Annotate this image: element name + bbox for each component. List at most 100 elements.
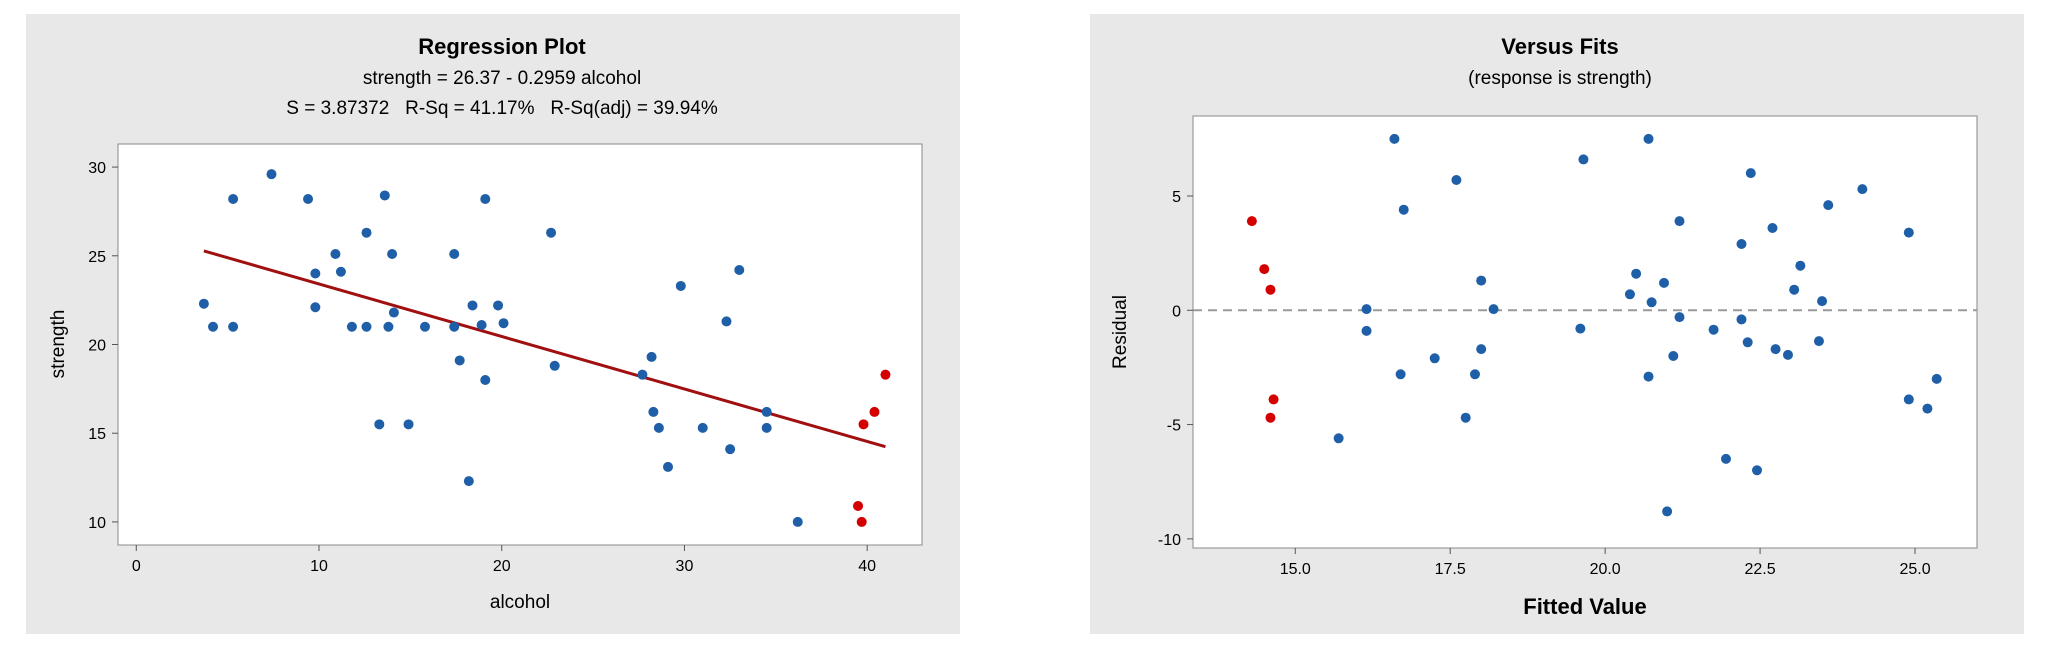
x-tick-label: 40 — [858, 558, 876, 575]
data-point — [1674, 216, 1685, 227]
data-point — [374, 419, 385, 430]
x-tick-label: 20.0 — [1590, 561, 1621, 578]
data-point — [1789, 284, 1800, 295]
data-point — [1751, 465, 1762, 476]
regression-equation: strength = 26.37 - 0.2959 alcohol — [363, 68, 641, 89]
data-point — [1476, 344, 1487, 355]
data-point — [335, 266, 346, 277]
data-point — [198, 298, 209, 309]
data-point — [449, 249, 460, 260]
data-point — [387, 249, 398, 260]
data-point — [266, 169, 277, 180]
data-point — [1575, 323, 1586, 334]
data-point — [403, 419, 414, 430]
versus-fits-panel: Versus Fits (response is strength) 15.0 1… — [1090, 14, 2024, 634]
data-point — [346, 321, 357, 332]
data-point — [303, 194, 314, 205]
plot-area — [1192, 115, 1978, 549]
data-point — [228, 194, 239, 205]
data-point — [1922, 403, 1933, 414]
data-point — [1903, 227, 1914, 238]
data-point — [1361, 304, 1372, 315]
highlighted-data-point — [856, 516, 867, 527]
x-tick-label: 15.0 — [1280, 561, 1311, 578]
data-point — [1643, 371, 1654, 382]
data-point — [1745, 168, 1756, 179]
highlighted-data-point — [858, 419, 869, 430]
data-point — [419, 321, 430, 332]
data-point — [734, 264, 745, 275]
data-point — [1624, 289, 1635, 300]
regression-plot-panel: Regression Plot strength = 26.37 - 0.295… — [26, 14, 960, 634]
data-point — [653, 422, 664, 433]
highlighted-data-point — [1265, 284, 1276, 295]
data-point — [792, 516, 803, 527]
data-point — [1720, 453, 1731, 464]
highlighted-data-point — [1268, 394, 1279, 405]
data-point — [1451, 175, 1462, 185]
data-point — [1674, 312, 1685, 323]
data-point — [1646, 297, 1657, 308]
data-point — [1782, 349, 1793, 360]
data-point — [208, 321, 219, 332]
data-point — [449, 321, 460, 332]
y-axis-label: Residual — [1110, 295, 1131, 369]
data-point — [697, 422, 708, 433]
data-point — [648, 406, 659, 417]
plot-area — [117, 143, 923, 546]
chart-title: Regression Plot — [418, 34, 586, 59]
data-point — [1903, 394, 1914, 405]
y-tick-label: 10 — [88, 515, 106, 532]
data-point — [1770, 344, 1781, 355]
data-point — [1460, 412, 1471, 423]
data-point — [463, 476, 474, 487]
y-tick-label: 15 — [88, 426, 106, 443]
highlighted-data-point — [1259, 264, 1270, 275]
data-point — [1857, 184, 1868, 195]
data-point — [379, 190, 390, 201]
highlighted-data-point — [1265, 412, 1276, 423]
data-point — [454, 355, 465, 366]
data-point — [480, 194, 491, 205]
chart-subtitle: (response is strength) — [1468, 68, 1652, 89]
highlighted-data-point — [869, 406, 880, 417]
y-tick-label: 20 — [88, 338, 106, 355]
data-point — [637, 369, 648, 380]
x-axis-label: Fitted Value — [1523, 594, 1646, 619]
data-point — [493, 300, 504, 311]
data-point — [1742, 337, 1753, 348]
regression-stats: S = 3.87372 R-Sq = 41.17% R-Sq(adj) = 39… — [286, 98, 718, 119]
data-point — [1333, 433, 1344, 444]
data-point — [1643, 133, 1654, 144]
y-tick-label: 5 — [1172, 189, 1181, 206]
versus-fits-chart: Versus Fits (response is strength) 15.0 1… — [1110, 34, 1978, 619]
y-tick-label: 0 — [1172, 303, 1181, 320]
y-tick-label: -5 — [1167, 418, 1181, 435]
data-point — [480, 374, 491, 385]
highlighted-data-point — [1246, 216, 1257, 227]
data-point — [383, 321, 394, 332]
data-point — [761, 422, 772, 433]
data-point — [361, 227, 372, 238]
data-point — [546, 227, 557, 238]
data-point — [1931, 373, 1942, 384]
data-point — [228, 321, 239, 332]
data-point — [1708, 324, 1719, 335]
data-point — [1631, 268, 1642, 279]
data-point — [646, 351, 657, 362]
data-point — [761, 406, 772, 417]
x-tick-label: 17.5 — [1435, 561, 1466, 578]
regression-fit-line — [203, 249, 886, 449]
data-point — [1476, 275, 1487, 286]
x-tick-label: 30 — [676, 558, 694, 575]
data-point — [330, 249, 341, 260]
y-tick-label: 25 — [88, 249, 106, 266]
data-point — [1736, 239, 1747, 249]
data-point — [675, 280, 686, 291]
data-point — [1795, 260, 1806, 271]
data-point — [1488, 304, 1499, 315]
data-point — [549, 360, 560, 371]
data-point — [663, 461, 674, 472]
x-tick-label: 25.0 — [1899, 561, 1930, 578]
data-point — [1813, 336, 1824, 347]
